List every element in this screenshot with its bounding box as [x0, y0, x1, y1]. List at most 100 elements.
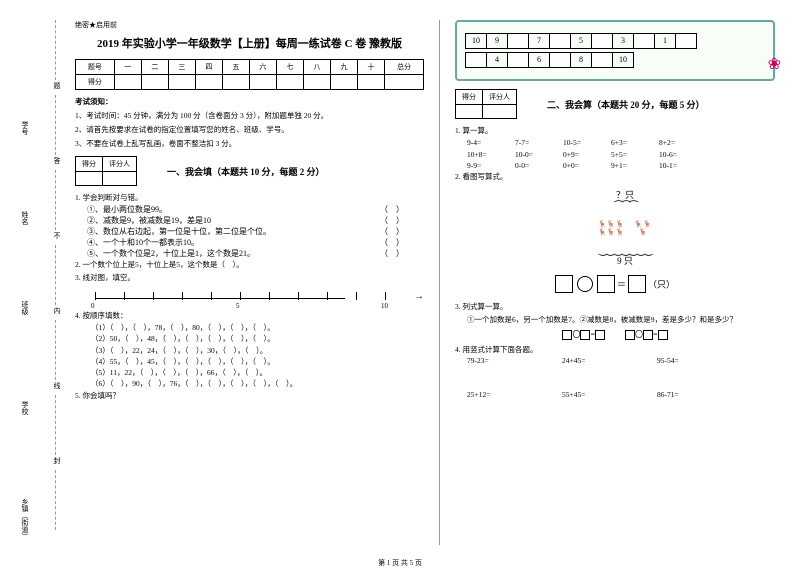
arrow-icon: →: [414, 291, 424, 302]
answer-paren[interactable]: （ ）: [380, 226, 404, 237]
answer-paren[interactable]: （ ）: [380, 237, 404, 248]
strip-cell-blank[interactable]: [549, 33, 571, 49]
q1-sub: ①、最小两位数是99。（ ）: [87, 204, 424, 215]
score-cell[interactable]: [76, 172, 103, 186]
score-table: 题号 一 二 三 四 五 六 七 八 九 十 总分 得分: [75, 59, 424, 90]
left-column: 绝密★启用前 2019 年实验小学一年级数学【上册】每周一练试卷 C 卷 豫教版…: [65, 20, 434, 545]
grader-label: 评分人: [483, 90, 517, 105]
seal-mark: 答: [52, 157, 62, 164]
vertical-calc-row: 25+12= 55+45= 86-71=: [467, 390, 775, 399]
brace-icon: ⏜⏜⏜: [475, 201, 775, 212]
q1-sub: ②、减数是9，被减数是19，差是10（ ）: [87, 215, 424, 226]
strip-cell: 10: [465, 33, 487, 49]
binding-label: 乡镇（街道）: [20, 498, 30, 540]
instructions: 考试须知： 1、考试时间：45 分钟，满分为 100 分（含卷面分 3 分），附…: [75, 96, 424, 150]
strip-cell: 9: [486, 33, 508, 49]
binding-label: 学校: [20, 401, 30, 415]
score-cell[interactable]: [276, 75, 303, 90]
score-cell[interactable]: [114, 75, 141, 90]
score-cell[interactable]: [249, 75, 276, 90]
score-header: 总分: [385, 60, 424, 75]
answer-box[interactable]: [562, 330, 572, 340]
seal-mark: 题: [52, 82, 62, 89]
answer-paren[interactable]: （ ）: [380, 248, 404, 259]
strip-cell: 7: [528, 33, 550, 49]
score-cell[interactable]: [357, 75, 384, 90]
seq-row: （4）55，（ ），45，（ ），（ ），（ ），（ ），（ ）。: [91, 356, 424, 367]
answer-paren[interactable]: （ ）: [380, 204, 404, 215]
strip-cell: 8: [570, 52, 592, 68]
strip-cell-blank[interactable]: [507, 33, 529, 49]
nine-label: 9 只: [475, 254, 775, 267]
score-header: 七: [276, 60, 303, 75]
score-header: 九: [330, 60, 357, 75]
answer-paren[interactable]: （ ）: [380, 215, 404, 226]
q1-sub: ③、数位从右边起，第一位是十位，第二位是个位。（ ）: [87, 226, 424, 237]
section-score-box: 得分评分人: [455, 89, 517, 119]
strip-cell-blank[interactable]: [465, 52, 487, 68]
binding-label: 班级: [20, 301, 30, 315]
answer-box[interactable]: [625, 330, 635, 340]
s2-q4-stem: 4. 用竖式计算下面各题。: [455, 344, 775, 355]
score-header: 一: [114, 60, 141, 75]
number-strip-row: 4 6 8 10: [465, 52, 765, 68]
q1-stem: 1. 学会判断对与错。: [75, 192, 424, 203]
strip-cell-blank[interactable]: [549, 52, 571, 68]
strip-cell-blank[interactable]: [633, 33, 655, 49]
exam-title: 2019 年实验小学一年级数学【上册】每周一练试卷 C 卷 豫教版: [75, 35, 424, 51]
instructions-title: 考试须知：: [75, 96, 424, 108]
answer-box[interactable]: [580, 330, 590, 340]
score-label: 得分: [76, 157, 103, 172]
score-header: 二: [141, 60, 168, 75]
strip-cell: 3: [612, 33, 634, 49]
strip-cell-blank[interactable]: [507, 52, 529, 68]
score-header: 十: [357, 60, 384, 75]
score-cell[interactable]: [385, 75, 424, 90]
score-cell[interactable]: [456, 105, 483, 119]
right-column: 10 9 7 5 3 1 4 6 8 10: [445, 20, 785, 545]
number-line: →: [95, 291, 424, 302]
q5: 5. 你会填吗？: [75, 390, 424, 401]
s2-q3-stem: 3. 列式算一算。: [455, 301, 775, 312]
strip-cell: 6: [528, 52, 550, 68]
score-cell[interactable]: [222, 75, 249, 90]
s2-q3-text: ①一个加数是6，另一个加数是7。②减数是8，被减数是9，差是多少？和是多少？: [467, 314, 775, 325]
q3: 3. 线对图，填空。: [75, 272, 424, 283]
number-strip-box: 10 9 7 5 3 1 4 6 8 10: [455, 20, 775, 81]
score-cell[interactable]: [330, 75, 357, 90]
seal-mark: 不: [52, 232, 62, 239]
mini-equation: 〇= 〇=: [455, 329, 775, 340]
grader-cell[interactable]: [483, 105, 517, 119]
score-header: 八: [303, 60, 330, 75]
score-header: 题号: [76, 60, 115, 75]
binding-margin: 乡镇（街道） 学校 班级 姓名 学号 题 答 不 内 线 封: [20, 20, 65, 545]
section-score-box: 得分评分人: [75, 156, 137, 186]
score-header: 六: [249, 60, 276, 75]
binding-line: [55, 395, 56, 455]
score-cell[interactable]: [168, 75, 195, 90]
operator-circle[interactable]: [577, 276, 593, 292]
grader-cell[interactable]: [103, 172, 137, 186]
seq-row: （5）11，22，（ ），（ ），（ ），66，（ ），（ ）。: [91, 367, 424, 378]
strip-cell-blank[interactable]: [591, 33, 613, 49]
answer-box[interactable]: [597, 275, 615, 293]
answer-box[interactable]: [628, 275, 646, 293]
answer-box[interactable]: [595, 330, 605, 340]
binding-label: 姓名: [20, 211, 30, 225]
score-cell[interactable]: [195, 75, 222, 90]
strip-cell-blank[interactable]: [591, 52, 613, 68]
score-cell[interactable]: [303, 75, 330, 90]
strip-cell: 4: [486, 52, 508, 68]
instruction-item: 2、请首先按要求在试卷的指定位置填写您的姓名、班级、学号。: [75, 124, 424, 136]
binding-line: [55, 95, 56, 155]
seal-mark: 内: [52, 307, 62, 314]
answer-box[interactable]: [555, 275, 573, 293]
answer-box[interactable]: [658, 330, 668, 340]
seq-row: （1）（ ），（ ），78，（ ），80，（ ），（ ），（ ）。: [91, 322, 424, 333]
answer-box[interactable]: [643, 330, 653, 340]
deer-icon: 🦌🦌🦌: [634, 220, 651, 236]
binding-line: [55, 320, 56, 380]
binding-line: [55, 245, 56, 305]
strip-cell-blank[interactable]: [675, 33, 697, 49]
score-cell[interactable]: [141, 75, 168, 90]
